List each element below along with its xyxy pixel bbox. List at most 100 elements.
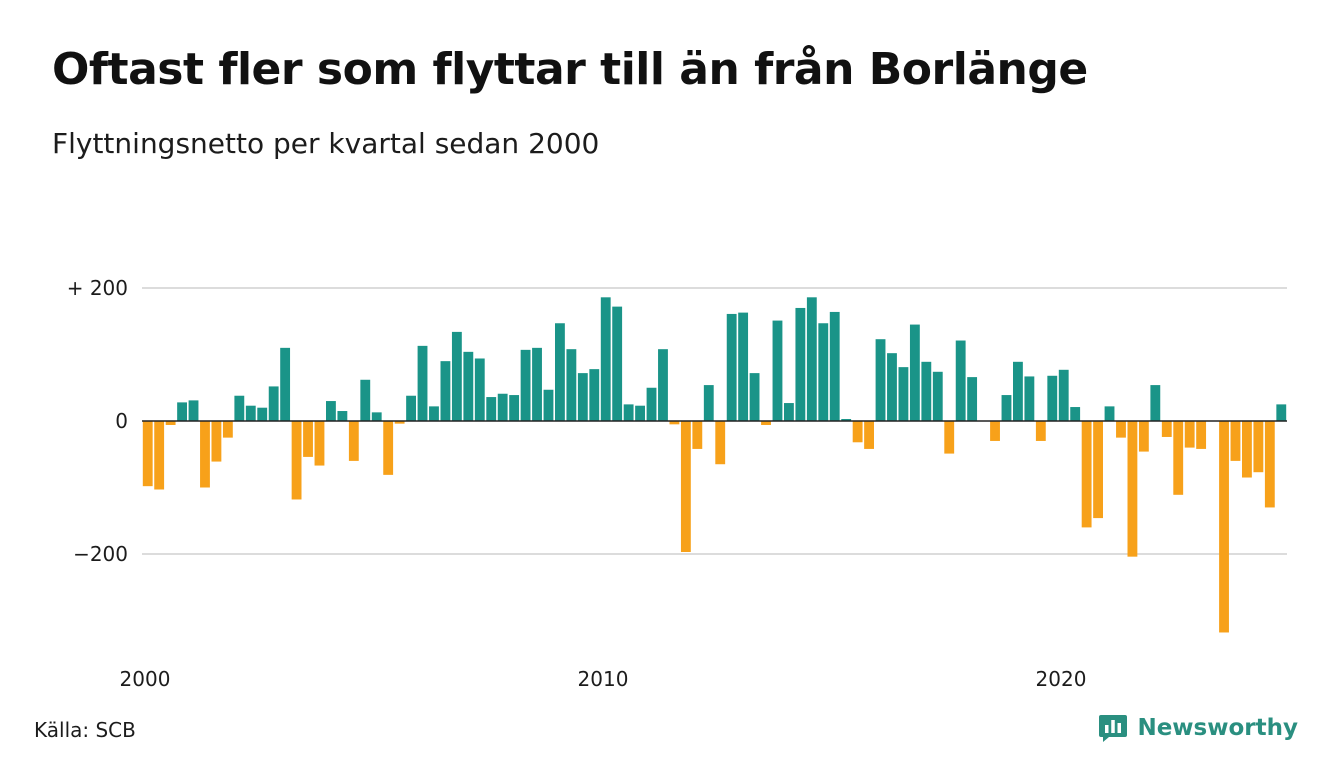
bar-mark <box>486 397 497 421</box>
bar-mark <box>612 306 623 421</box>
bar-mark <box>406 395 416 421</box>
bar-mark <box>509 395 520 421</box>
bar-mark <box>463 351 474 421</box>
bar-mark <box>887 353 897 421</box>
bar-mark <box>967 377 978 421</box>
bar-mark <box>429 406 439 421</box>
bar-mark <box>898 367 909 421</box>
bar-mark <box>1196 421 1207 449</box>
bar-mark <box>165 421 176 425</box>
bar-mark <box>474 358 485 421</box>
bar-mark <box>1058 369 1069 422</box>
bar-mark <box>1276 404 1287 422</box>
x-tick-label: 2020 <box>1036 667 1087 691</box>
bar-mark <box>784 403 794 422</box>
bar-mark <box>703 385 714 421</box>
bar-mark <box>383 421 394 475</box>
bar-mark <box>440 361 451 421</box>
bar-mark <box>589 369 600 421</box>
bar-mark <box>1253 421 1264 473</box>
bar-mark <box>211 421 222 462</box>
bar-mark <box>1104 406 1115 421</box>
bar-mark <box>142 421 153 487</box>
y-tick-label: + 200 <box>67 276 128 300</box>
bar-mark <box>680 421 691 552</box>
bar-mark <box>1219 421 1229 633</box>
bar-mark <box>566 349 577 421</box>
bar-mark <box>257 407 268 421</box>
y-tick-label: −200 <box>73 542 128 566</box>
brand-logo: Newsworthy <box>1097 712 1298 744</box>
bar-mark <box>1001 395 1012 421</box>
bar-mark <box>543 389 554 422</box>
bar-mark <box>749 373 760 421</box>
bar-mark <box>1230 421 1241 461</box>
bar-mark <box>875 339 886 421</box>
bar-mark <box>245 405 256 421</box>
bar-mark <box>944 421 955 454</box>
bar-mark <box>1150 385 1161 421</box>
x-tick-label: 2010 <box>578 667 629 691</box>
bar-mark <box>1184 421 1195 448</box>
bar-mark <box>1173 421 1184 495</box>
brand-name: Newsworthy <box>1137 715 1298 741</box>
chart-title: Oftast fler som flyttar till än från Bor… <box>52 44 1088 95</box>
bar-mark <box>222 421 233 438</box>
bar-mark <box>715 421 726 465</box>
bar-mark <box>623 404 634 422</box>
bar-mark <box>532 347 542 421</box>
y-axis-labels: + 200 0 −200 <box>67 276 128 566</box>
bars <box>142 297 1287 633</box>
bar-mark <box>177 402 187 421</box>
bar-mark <box>669 421 680 425</box>
y-tick-label: 0 <box>115 409 128 433</box>
bar-mark <box>1242 421 1252 478</box>
bar-mark <box>200 421 210 488</box>
bar-mark <box>1047 375 1058 421</box>
bar-mark <box>761 421 771 425</box>
bar-mark <box>635 405 645 421</box>
bar-mark <box>1035 421 1046 441</box>
bar-mark <box>1093 421 1103 519</box>
bar-mark <box>371 412 382 421</box>
bar-mark <box>909 324 920 421</box>
bar-mark <box>303 421 313 457</box>
bar-mark <box>955 340 966 421</box>
bar-mark <box>726 313 737 422</box>
bar-mark <box>1013 361 1023 421</box>
bar-mark <box>772 320 783 421</box>
bar-mark <box>692 421 703 449</box>
bar-mark <box>1024 376 1035 421</box>
bar-chart-logo-icon <box>1099 715 1128 742</box>
bar-mark <box>1138 421 1149 452</box>
bar-mark <box>394 421 405 424</box>
bar-mark <box>1070 407 1081 421</box>
bar-mark <box>234 395 245 421</box>
bar-mark <box>646 387 657 421</box>
bar-mark <box>451 331 462 421</box>
bar-mark <box>348 421 359 461</box>
bar-mark <box>337 411 348 421</box>
bar-mark <box>291 421 302 500</box>
bar-mark <box>314 421 325 466</box>
bar-mark <box>658 349 668 421</box>
bar-mark <box>795 307 806 421</box>
bar-mark <box>1116 421 1126 438</box>
bar-mark <box>990 421 1000 441</box>
bar-mark <box>497 393 508 422</box>
bar-mark <box>280 347 291 421</box>
bar-mark <box>360 379 371 421</box>
bar-mark <box>818 323 829 422</box>
bar-mark <box>738 312 749 422</box>
bar-mark <box>326 401 336 421</box>
bar-mark <box>417 345 428 422</box>
chart-subtitle: Flyttningsnetto per kvartal sedan 2000 <box>52 127 600 160</box>
bar-mark <box>1264 421 1275 508</box>
bar-mark <box>864 421 874 449</box>
source-note: Källa: SCB <box>34 718 136 742</box>
bar-mark <box>932 371 943 421</box>
bar-mark <box>829 311 840 421</box>
bar-mark <box>1081 421 1092 528</box>
bar-mark <box>188 400 199 421</box>
